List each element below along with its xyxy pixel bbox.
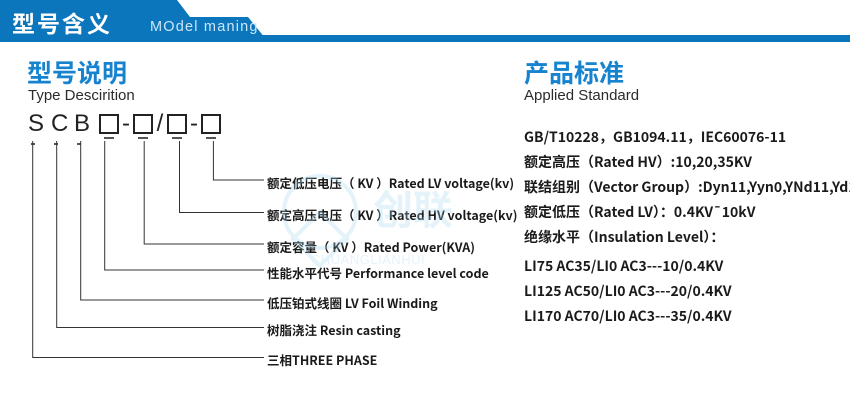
svg-text:CHUANGLIANHUI: CHUANGLIANHUI [311, 252, 425, 267]
svg-text:创联汇: 创联汇 [373, 178, 455, 236]
